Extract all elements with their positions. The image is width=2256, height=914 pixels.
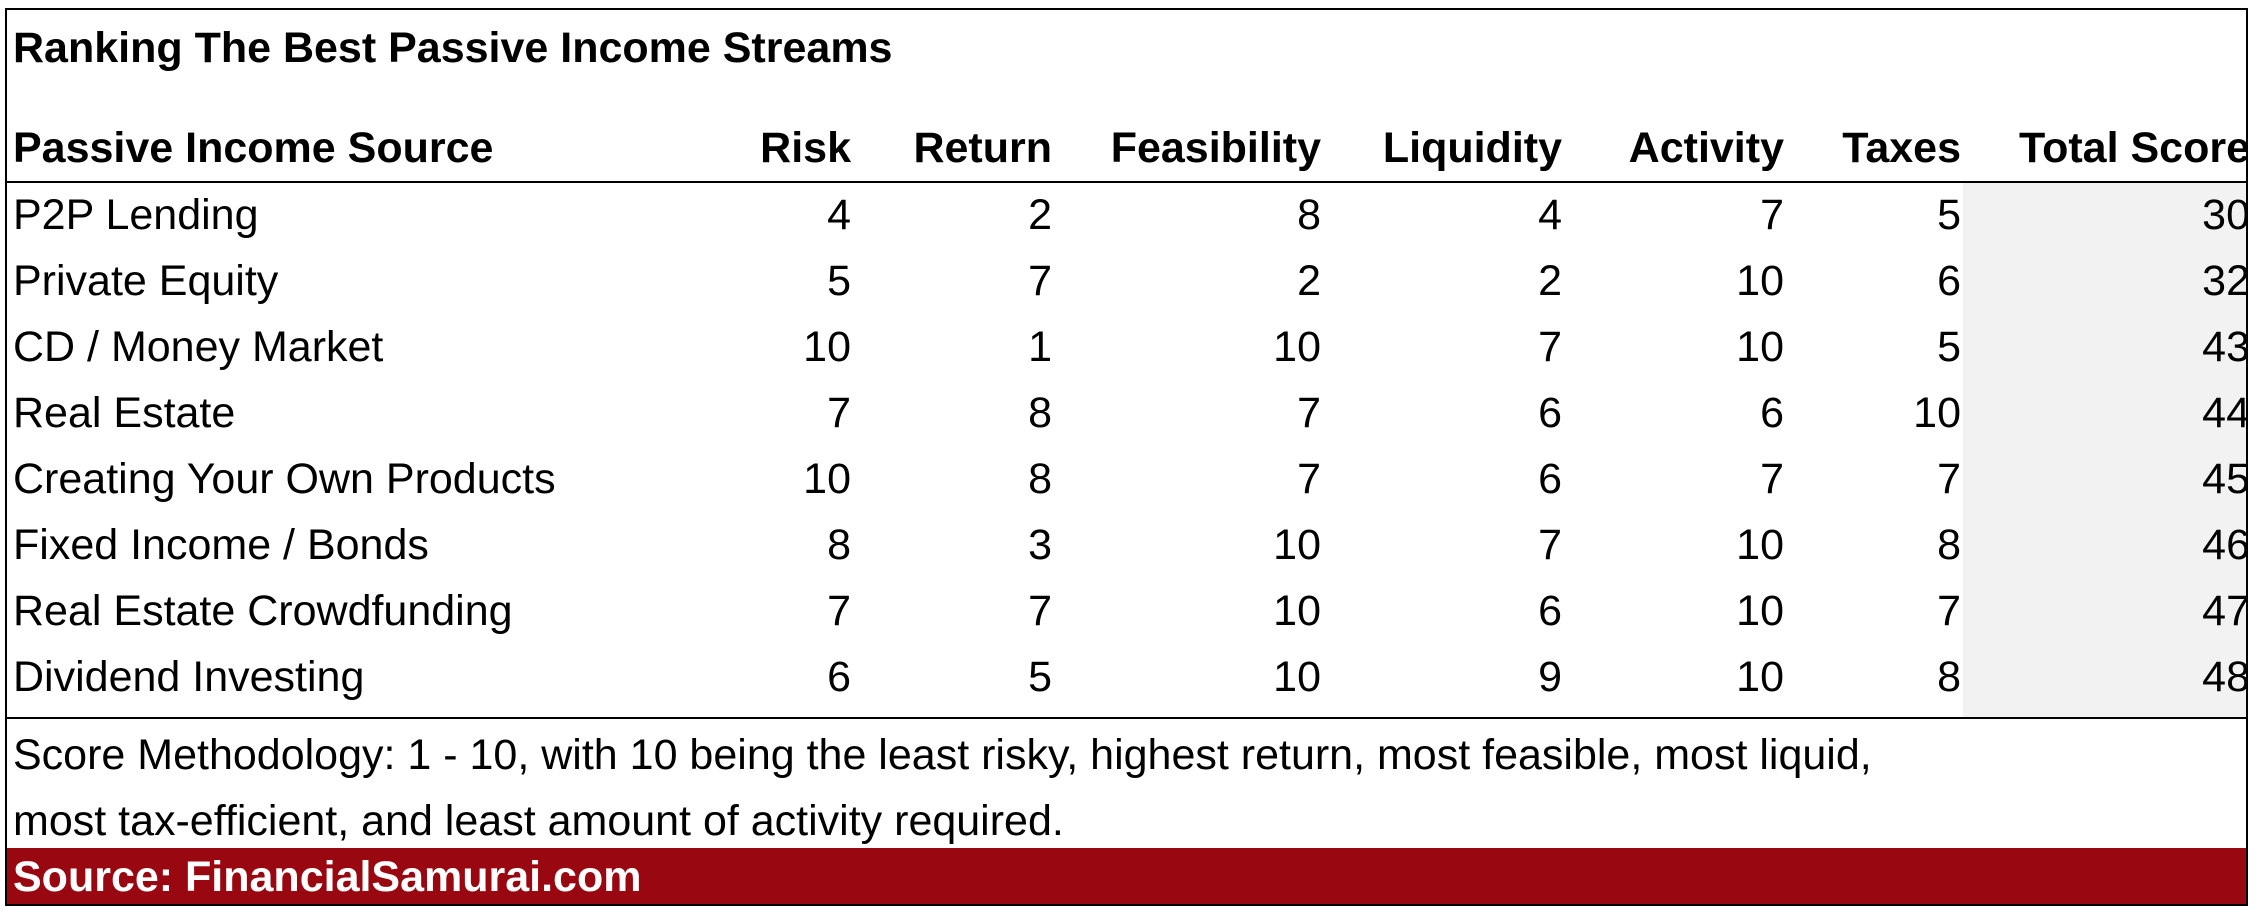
cell-total-score: 43 bbox=[2202, 323, 2248, 371]
note-line: Score Methodology: 1 - 10, with 10 being… bbox=[13, 731, 1872, 779]
cell-taxes: 6 bbox=[1937, 257, 1961, 305]
cell-activity: 7 bbox=[1760, 455, 1784, 503]
row-source-name: Real Estate Crowdfunding bbox=[13, 587, 513, 635]
column-header-taxes: Taxes bbox=[1842, 124, 1961, 172]
cell-liquidity: 6 bbox=[1538, 455, 1562, 503]
cell-risk: 8 bbox=[827, 521, 851, 569]
cell-return: 8 bbox=[1028, 389, 1052, 437]
row-source-name: Real Estate bbox=[13, 389, 236, 437]
cell-total-score: 47 bbox=[2202, 587, 2248, 635]
cell-taxes: 5 bbox=[1937, 323, 1961, 371]
row-source-name: P2P Lending bbox=[13, 191, 259, 239]
cell-risk: 4 bbox=[827, 191, 851, 239]
cell-taxes: 7 bbox=[1937, 455, 1961, 503]
cell-risk: 10 bbox=[803, 323, 851, 371]
cell-activity: 10 bbox=[1736, 521, 1784, 569]
cell-taxes: 5 bbox=[1937, 191, 1961, 239]
source-label: Source: FinancialSamurai.com bbox=[13, 853, 642, 901]
cell-liquidity: 9 bbox=[1538, 653, 1562, 701]
cell-taxes: 10 bbox=[1913, 389, 1961, 437]
column-header-liquidity: Liquidity bbox=[1382, 124, 1562, 172]
cell-return: 7 bbox=[1028, 257, 1052, 305]
cell-taxes: 7 bbox=[1937, 587, 1961, 635]
column-header-activity: Activity bbox=[1628, 124, 1784, 172]
cell-total-score: 46 bbox=[2202, 521, 2248, 569]
cell-activity: 10 bbox=[1736, 257, 1784, 305]
cell-return: 5 bbox=[1028, 653, 1052, 701]
row-source-name: Dividend Investing bbox=[13, 653, 365, 701]
score-methodology-note: Score Methodology: 1 - 10, with 10 being… bbox=[13, 722, 1872, 854]
cell-return: 3 bbox=[1028, 521, 1052, 569]
cell-feasibility: 10 bbox=[1273, 521, 1321, 569]
cell-feasibility: 10 bbox=[1273, 323, 1321, 371]
cell-activity: 7 bbox=[1760, 191, 1784, 239]
cell-total-score: 32 bbox=[2202, 257, 2248, 305]
cell-risk: 10 bbox=[803, 455, 851, 503]
cell-activity: 10 bbox=[1736, 323, 1784, 371]
header-divider bbox=[7, 181, 2246, 183]
cell-taxes: 8 bbox=[1937, 653, 1961, 701]
table-title: Ranking The Best Passive Income Streams bbox=[13, 24, 893, 72]
cell-liquidity: 4 bbox=[1538, 191, 1562, 239]
cell-risk: 6 bbox=[827, 653, 851, 701]
cell-liquidity: 2 bbox=[1538, 257, 1562, 305]
cell-liquidity: 6 bbox=[1538, 587, 1562, 635]
note-line: most tax-efficient, and least amount of … bbox=[13, 797, 1064, 845]
cell-return: 7 bbox=[1028, 587, 1052, 635]
column-header-total-score: Total Score bbox=[2019, 124, 2248, 172]
row-source-name: Creating Your Own Products bbox=[13, 455, 556, 503]
cell-total-score: 48 bbox=[2202, 653, 2248, 701]
cell-risk: 7 bbox=[827, 587, 851, 635]
cell-total-score: 30 bbox=[2202, 191, 2248, 239]
column-header-risk: Risk bbox=[760, 124, 851, 172]
cell-feasibility: 7 bbox=[1297, 455, 1321, 503]
cell-feasibility: 7 bbox=[1297, 389, 1321, 437]
cell-feasibility: 10 bbox=[1273, 653, 1321, 701]
cell-total-score: 45 bbox=[2202, 455, 2248, 503]
cell-risk: 7 bbox=[827, 389, 851, 437]
cell-taxes: 8 bbox=[1937, 521, 1961, 569]
column-header-feasibility: Feasibility bbox=[1110, 124, 1321, 172]
cell-activity: 10 bbox=[1736, 653, 1784, 701]
cell-feasibility: 2 bbox=[1297, 257, 1321, 305]
cell-feasibility: 8 bbox=[1297, 191, 1321, 239]
cell-total-score: 44 bbox=[2202, 389, 2248, 437]
cell-activity: 6 bbox=[1760, 389, 1784, 437]
column-header-source: Passive Income Source bbox=[13, 124, 494, 172]
table-frame: Ranking The Best Passive Income Streams … bbox=[5, 8, 2248, 906]
cell-liquidity: 7 bbox=[1538, 323, 1562, 371]
cell-liquidity: 6 bbox=[1538, 389, 1562, 437]
cell-return: 1 bbox=[1028, 323, 1052, 371]
cell-feasibility: 10 bbox=[1273, 587, 1321, 635]
row-source-name: CD / Money Market bbox=[13, 323, 384, 371]
cell-risk: 5 bbox=[827, 257, 851, 305]
cell-return: 8 bbox=[1028, 455, 1052, 503]
total-score-column-shade bbox=[1963, 182, 2246, 717]
row-source-name: Fixed Income / Bonds bbox=[13, 521, 429, 569]
notes-divider bbox=[7, 717, 2246, 719]
cell-activity: 10 bbox=[1736, 587, 1784, 635]
row-source-name: Private Equity bbox=[13, 257, 279, 305]
cell-return: 2 bbox=[1028, 191, 1052, 239]
source-bar: Source: FinancialSamurai.com bbox=[7, 848, 2246, 904]
column-header-return: Return bbox=[913, 124, 1052, 172]
cell-liquidity: 7 bbox=[1538, 521, 1562, 569]
